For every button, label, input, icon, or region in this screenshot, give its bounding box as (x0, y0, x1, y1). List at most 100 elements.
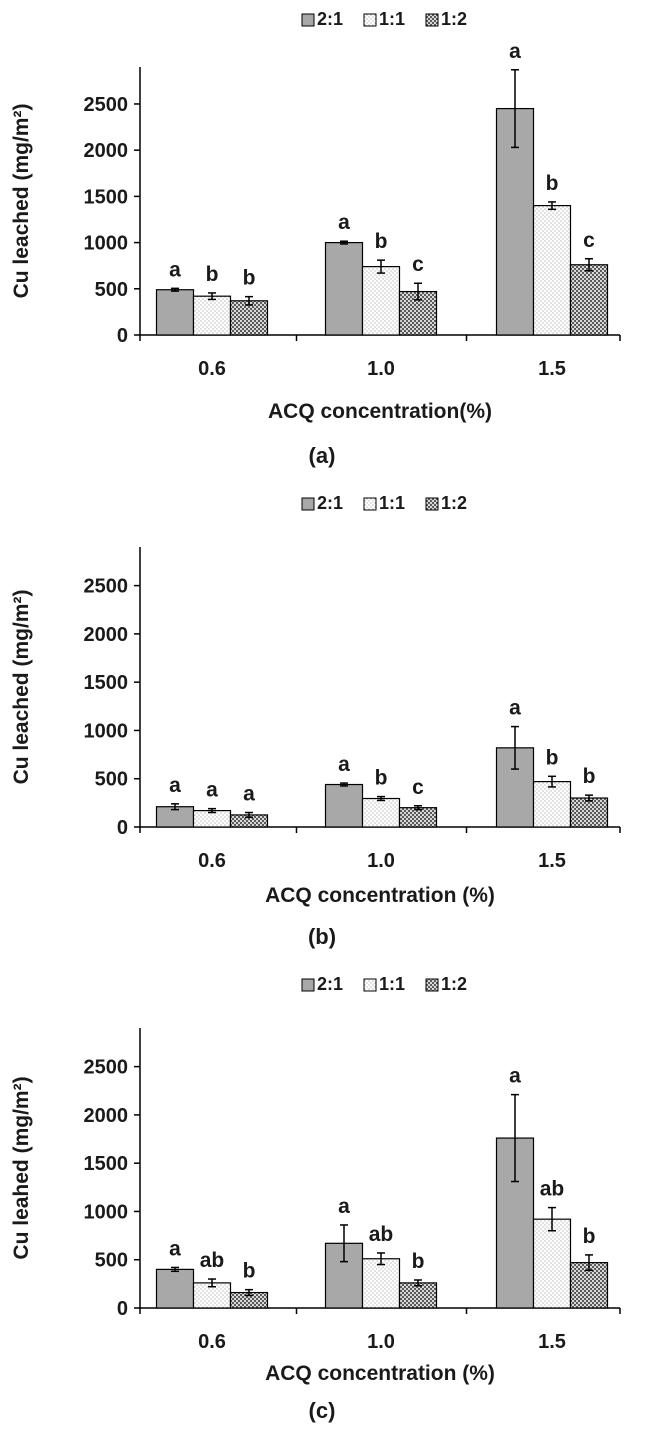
significance-label: ab (540, 1178, 565, 1201)
bar-2-1-1.0 (324, 783, 364, 828)
legend-swatch-1-2 (425, 13, 439, 27)
bar-1-2-1.5 (569, 264, 609, 336)
bar-1-2-0.6 (229, 300, 269, 336)
y-tick-label: 1000 (84, 1201, 129, 1223)
y-tick-label: 2000 (84, 624, 129, 646)
significance-label: c (412, 253, 424, 276)
bar-1-2-1.0 (398, 290, 438, 336)
legend-swatch-1-2 (425, 978, 439, 992)
significance-label: a (338, 211, 350, 234)
significance-label: a (509, 1065, 521, 1088)
bar-1-1-1.0 (361, 797, 401, 828)
x-tick-label: 0.6 (198, 850, 226, 872)
bar-1-1-1.0 (361, 1258, 401, 1309)
legend-swatch-2-1 (301, 978, 315, 992)
panel-label: (a) (309, 443, 336, 468)
y-tick-label: 2500 (84, 1057, 129, 1079)
legend-swatch-1-1 (363, 13, 377, 27)
bar-1-2-1.0 (398, 1282, 438, 1309)
significance-label: c (583, 229, 595, 252)
legend-label: 1:1 (379, 974, 405, 994)
y-tick-label: 2500 (84, 94, 129, 116)
significance-label: a (243, 783, 255, 806)
legend: 2:1 1:1 1:2 (301, 9, 467, 29)
y-tick-label: 1500 (84, 672, 129, 694)
x-tick-label: 1.0 (367, 358, 395, 380)
legend-swatch-1-1 (363, 497, 377, 511)
legend-swatch-2-1 (301, 497, 315, 511)
bar-1-1-1.5 (532, 1218, 572, 1309)
legend-label: 1:2 (441, 974, 467, 994)
chart-panel-2: 2:1 1:1 1:2 0 500 1000 1500 2000 2500 0.6 1.0 1.5 a a… (10, 493, 621, 949)
y-axis-title: Cu leached (mg/m²) (10, 104, 33, 299)
y-axis-title: Cu leahed (mg/m²) (10, 1076, 33, 1259)
x-tick-label: 0.6 (198, 358, 226, 380)
significance-label: ab (200, 1249, 225, 1272)
legend: 2:1 1:1 1:2 (301, 493, 467, 513)
chart-panel-1: 2:1 1:1 1:2 0 500 1000 1500 2000 2500 0.6 1.0 1.5 a a… (10, 9, 621, 468)
legend: 2:1 1:1 1:2 (301, 974, 467, 994)
bar-1-1-1.5 (532, 781, 572, 828)
legend-label: 2:1 (317, 974, 343, 994)
legend-label: 1:2 (441, 493, 467, 513)
significance-label: a (509, 697, 521, 720)
bar-1-1-1.5 (532, 205, 572, 336)
y-tick-label: 500 (95, 769, 128, 791)
bar-2-1-0.6 (155, 289, 195, 336)
significance-label: a (169, 1237, 181, 1260)
y-tick-label: 500 (95, 1250, 128, 1272)
bar-1-1-0.6 (192, 295, 232, 336)
panel-label: (c) (309, 1398, 336, 1423)
significance-label: b (243, 267, 256, 290)
significance-label: b (206, 263, 219, 286)
y-tick-label: 1500 (84, 186, 129, 208)
significance-label: c (412, 776, 424, 799)
x-tick-label: 1.5 (538, 1331, 566, 1353)
significance-label: a (338, 753, 350, 776)
significance-label: a (169, 774, 181, 797)
y-tick-label: 0 (117, 817, 128, 839)
y-tick-label: 0 (117, 325, 128, 347)
legend-swatch-2-1 (301, 13, 315, 27)
significance-label: b (412, 1250, 425, 1273)
x-tick-label: 1.5 (538, 358, 566, 380)
x-axis-title: ACQ concentration (%) (265, 1362, 495, 1385)
legend-label: 1:1 (379, 9, 405, 29)
significance-label: a (509, 40, 521, 63)
y-tick-label: 1000 (84, 720, 129, 742)
x-tick-label: 1.5 (538, 850, 566, 872)
x-tick-label: 0.6 (198, 1331, 226, 1353)
y-tick-label: 0 (117, 1298, 128, 1320)
legend-label: 2:1 (317, 9, 343, 29)
significance-label: b (243, 1260, 256, 1283)
significance-label: ab (369, 1223, 394, 1246)
bar-1-2-1.5 (569, 797, 609, 828)
bar-2-1-1.0 (324, 241, 364, 336)
significance-label: a (169, 258, 181, 281)
significance-label: a (206, 779, 218, 802)
x-tick-label: 1.0 (367, 1331, 395, 1353)
y-tick-label: 1000 (84, 233, 129, 255)
significance-label: b (375, 767, 388, 790)
significance-label: b (546, 746, 559, 769)
x-tick-label: 1.0 (367, 850, 395, 872)
significance-label: b (375, 230, 388, 253)
legend-label: 1:1 (379, 493, 405, 513)
y-tick-label: 500 (95, 279, 128, 301)
y-tick-label: 2000 (84, 140, 129, 162)
significance-label: b (583, 765, 596, 788)
bar-1-2-1.0 (398, 807, 438, 828)
y-tick-label: 2000 (84, 1105, 129, 1127)
legend-swatch-1-1 (363, 978, 377, 992)
significance-label: a (338, 1195, 350, 1218)
y-tick-label: 2500 (84, 576, 129, 598)
bar-1-1-1.0 (361, 266, 401, 336)
panel-label: (b) (308, 924, 336, 949)
significance-label: b (583, 1225, 596, 1248)
significance-label: b (546, 172, 559, 195)
y-tick-label: 1500 (84, 1153, 129, 1175)
x-axis-title: ACQ concentration(%) (268, 400, 492, 423)
legend-label: 1:2 (441, 9, 467, 29)
